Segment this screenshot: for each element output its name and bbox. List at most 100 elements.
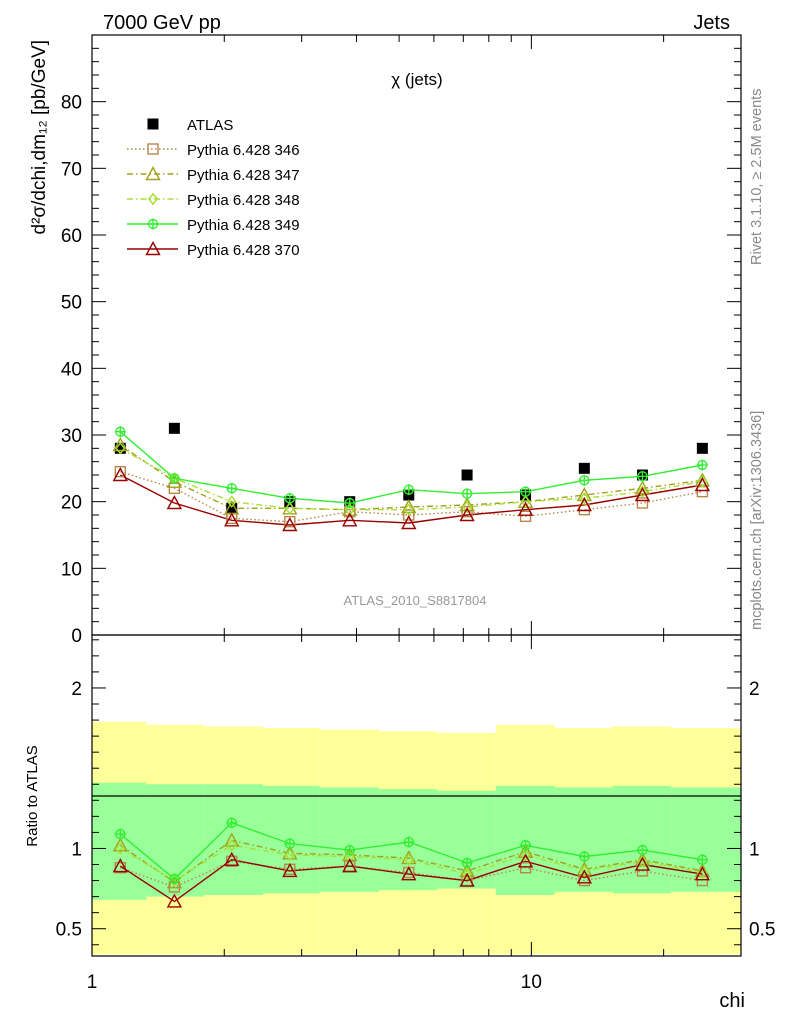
- data-point-pythia-6-428-370-3: [282, 517, 298, 532]
- ratio-point-pythia-6-428-348-10-shape: [697, 866, 708, 879]
- ratio-frame: [91, 634, 742, 957]
- data-point-pythia-6-428-370-5: [401, 515, 417, 530]
- data-point-atlas-8: [578, 462, 590, 474]
- ratio-panel: 0.5 0.5 1 1 2 2 1 10 Ratio to ATLAS chi: [24, 634, 775, 1012]
- ratio-y-tick-label: 1: [71, 839, 82, 860]
- ratio-point-pythia-6-428-370-1-shape: [166, 893, 183, 908]
- legend-label-pythia-6-428-346: Pythia 6.428 346: [187, 142, 300, 159]
- ratio-point-pythia-6-428-348-8: [579, 864, 590, 878]
- ratio-y-tick-label: 0.5: [56, 920, 82, 941]
- ratio-point-pythia-6-428-348-2-shape: [226, 839, 237, 852]
- ratio-point-pythia-6-428-349-1: [168, 873, 180, 885]
- data-point-pythia-6-428-370-9-shape: [634, 487, 651, 502]
- data-point-pythia-6-428-349-8: [578, 474, 590, 486]
- data-point-pythia-6-428-349-0: [114, 426, 126, 438]
- band-inner-green-9: [612, 785, 672, 894]
- ratio-point-pythia-6-428-370-3: [282, 862, 298, 878]
- data-point-pythia-6-428-348-3: [284, 502, 295, 515]
- ratio-point-pythia-6-428-346-7: [519, 862, 532, 874]
- rivet-label: Rivet 3.1.10, ≥ 2.5M events: [749, 89, 765, 265]
- legend-marker-pythia-6-428-346: [147, 143, 159, 155]
- ratio-point-pythia-6-428-349-5: [403, 836, 415, 848]
- data-point-pythia-6-428-346-3: [284, 515, 296, 528]
- ratio-point-pythia-6-428-347-2: [224, 832, 240, 847]
- data-point-atlas-8-shape: [578, 462, 590, 474]
- data-point-pythia-6-428-349-5: [403, 484, 415, 496]
- data-point-pythia-6-428-348-6-shape: [462, 500, 473, 514]
- x-tick-label: 1: [87, 972, 98, 993]
- y-tick-label: 10: [61, 559, 82, 580]
- ratio-point-pythia-6-428-348-7-shape: [520, 848, 531, 862]
- ratio-point-pythia-6-428-348-0: [115, 842, 126, 855]
- ratio-point-pythia-6-428-347-0: [112, 837, 128, 852]
- data-point-pythia-6-428-370-0: [112, 467, 128, 482]
- ratio-point-pythia-6-428-370-8: [576, 869, 593, 884]
- data-point-pythia-6-428-347-5: [401, 499, 417, 514]
- header-right: Jets: [693, 12, 730, 34]
- data-point-pythia-6-428-347-8: [576, 487, 593, 502]
- legend-marker-pythia-6-428-348: [147, 192, 159, 206]
- legend-label-pythia-6-428-347: Pythia 6.428 347: [187, 167, 300, 184]
- ratio-line-pythia-6-428-346: [120, 860, 703, 888]
- data-point-atlas-10: [696, 442, 708, 454]
- ratio-y-tick-label-right: 0.5: [749, 920, 775, 941]
- ratio-point-pythia-6-428-348-10: [697, 866, 708, 879]
- legend: ATLAS Pythia 6.428 346 Pythia 6.428 347 Pyt…: [127, 117, 300, 259]
- data-point-pythia-6-428-346-9: [636, 497, 649, 509]
- ratio-y-tick-label-right: 2: [749, 679, 760, 700]
- data-point-pythia-6-428-346-5-shape: [403, 509, 415, 521]
- data-point-pythia-6-428-348-6: [462, 500, 473, 514]
- data-point-pythia-6-428-370-5-shape: [401, 515, 417, 530]
- data-point-pythia-6-428-370-10-shape: [694, 477, 711, 492]
- ratio-ylabel: Ratio to ATLAS: [24, 745, 41, 846]
- ratio-point-pythia-6-428-347-6-shape: [459, 862, 475, 878]
- legend-marker-pythia-6-428-349: [147, 218, 159, 230]
- data-point-atlas-0-shape: [114, 442, 126, 454]
- ratio-point-pythia-6-428-346-7-shape: [519, 862, 532, 874]
- ratio-point-pythia-6-428-349-9: [636, 844, 648, 856]
- data-point-pythia-6-428-347-5-shape: [401, 499, 417, 514]
- ratio-point-pythia-6-428-370-7: [517, 853, 534, 868]
- legend-marker-pythia-6-428-348-shape: [147, 192, 159, 206]
- data-point-pythia-6-428-370-8-shape: [576, 497, 593, 512]
- legend-marker-pythia-6-428-370-shape: [145, 241, 161, 256]
- ratio-point-pythia-6-428-348-4: [344, 850, 355, 863]
- data-point-atlas-0: [114, 442, 126, 454]
- ratio-point-pythia-6-428-370-10-shape: [694, 866, 711, 881]
- band-inner-green-4: [319, 787, 380, 892]
- ratio-point-pythia-6-428-348-3: [284, 848, 295, 862]
- data-point-pythia-6-428-370-9: [634, 487, 651, 502]
- data-point-pythia-6-428-346-3-shape: [284, 515, 296, 528]
- ratio-point-pythia-6-428-348-9-shape: [637, 855, 648, 868]
- data-point-pythia-6-428-346-10: [696, 485, 709, 498]
- data-point-pythia-6-428-349-7: [520, 486, 532, 498]
- y-tick-label: 30: [61, 426, 82, 447]
- ratio-point-pythia-6-428-348-5-shape: [403, 853, 414, 866]
- data-point-pythia-6-428-370-7: [517, 501, 534, 516]
- ratio-point-pythia-6-428-370-6-shape: [459, 872, 475, 887]
- ratio-point-pythia-6-428-347-2-shape: [224, 832, 240, 847]
- data-point-pythia-6-428-348-9: [637, 485, 648, 498]
- data-point-pythia-6-428-346-7: [519, 510, 532, 523]
- ratio-point-pythia-6-428-349-4: [344, 844, 356, 856]
- ratio-point-pythia-6-428-348-2: [226, 839, 237, 852]
- data-point-pythia-6-428-349-6: [461, 488, 473, 500]
- data-point-pythia-6-428-348-9-shape: [637, 485, 648, 498]
- data-point-atlas-1-shape: [168, 422, 180, 434]
- data-point-pythia-6-428-346-5: [403, 509, 415, 521]
- ratio-point-pythia-6-428-370-0-shape: [112, 858, 128, 873]
- ratio-point-pythia-6-428-370-5-shape: [401, 866, 417, 881]
- series-line-pythia-6-428-370: [119, 474, 703, 526]
- legend-marker-atlas-shape: [147, 118, 159, 130]
- data-point-pythia-6-428-346-6: [461, 505, 473, 518]
- ratio-point-pythia-6-428-348-3-shape: [284, 848, 295, 862]
- legend-label-pythia-6-428-370: Pythia 6.428 370: [187, 242, 300, 259]
- ratio-point-pythia-6-428-348-5: [403, 853, 414, 866]
- data-point-pythia-6-428-370-1: [166, 495, 183, 510]
- band-inner-green-6: [437, 790, 496, 889]
- data-point-pythia-6-428-349-3: [284, 492, 296, 504]
- data-point-pythia-6-428-346-0: [114, 465, 127, 478]
- data-point-pythia-6-428-370-6: [459, 507, 475, 522]
- ratio-line-pythia-6-428-370: [119, 858, 703, 903]
- ratio-point-pythia-6-428-349-8: [578, 850, 590, 862]
